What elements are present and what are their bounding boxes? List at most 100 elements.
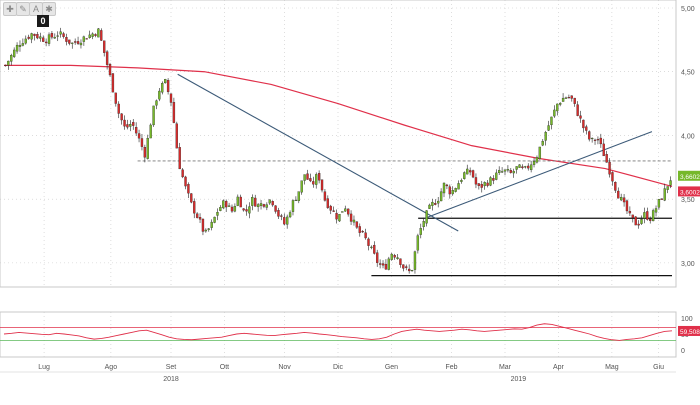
candle-body[interactable] xyxy=(213,216,216,223)
candle-body[interactable] xyxy=(149,124,152,139)
pen-icon[interactable]: ✎ xyxy=(16,2,30,16)
candle-body[interactable] xyxy=(628,211,632,214)
candle-body[interactable] xyxy=(187,184,190,194)
candle-body[interactable] xyxy=(376,252,379,263)
candle-body[interactable] xyxy=(4,64,7,67)
candle-body[interactable] xyxy=(256,204,260,208)
candle-body[interactable] xyxy=(428,204,431,209)
candle-body[interactable] xyxy=(367,238,370,246)
candle-body[interactable] xyxy=(486,182,489,186)
candle-body[interactable] xyxy=(544,132,547,141)
candle-body[interactable] xyxy=(195,213,199,218)
candle-body[interactable] xyxy=(132,122,135,126)
candle-body[interactable] xyxy=(335,213,338,220)
candle-body[interactable] xyxy=(361,231,364,233)
candle-body[interactable] xyxy=(637,223,640,226)
candle-body[interactable] xyxy=(152,105,155,126)
candle-body[interactable] xyxy=(236,196,239,206)
candle-body[interactable] xyxy=(570,95,573,99)
candle-body[interactable] xyxy=(100,30,103,41)
candle-body[interactable] xyxy=(143,147,147,158)
candle-body[interactable] xyxy=(381,263,385,266)
candle-body[interactable] xyxy=(123,119,126,127)
candle-body[interactable] xyxy=(193,201,196,214)
candle-body[interactable] xyxy=(10,55,13,62)
candle-body[interactable] xyxy=(471,170,475,178)
candle-body[interactable] xyxy=(271,200,274,206)
text-icon[interactable]: A xyxy=(29,2,43,16)
candle-body[interactable] xyxy=(442,182,446,194)
candle-body[interactable] xyxy=(53,36,56,39)
candle-body[interactable] xyxy=(21,43,25,46)
candle-body[interactable] xyxy=(521,166,524,169)
candle-body[interactable] xyxy=(172,102,176,123)
candle-body[interactable] xyxy=(422,221,425,228)
crosshair-icon[interactable]: ✚ xyxy=(3,2,17,16)
candle-body[interactable] xyxy=(210,221,213,228)
candle-body[interactable] xyxy=(390,253,393,260)
candle-body[interactable] xyxy=(73,41,77,43)
candle-body[interactable] xyxy=(625,200,629,212)
candle-body[interactable] xyxy=(445,184,449,187)
candle-body[interactable] xyxy=(468,170,472,173)
candle-body[interactable] xyxy=(219,207,222,211)
trendline[interactable] xyxy=(424,131,653,219)
candle-body[interactable] xyxy=(596,139,600,141)
candle-body[interactable] xyxy=(576,104,579,116)
candle-body[interactable] xyxy=(103,40,106,53)
candle-body[interactable] xyxy=(30,33,33,40)
candle-body[interactable] xyxy=(518,164,521,168)
candle-body[interactable] xyxy=(137,133,141,139)
candle-body[interactable] xyxy=(288,212,292,218)
candle-body[interactable] xyxy=(399,258,402,265)
candle-body[interactable] xyxy=(254,197,257,207)
candle-body[interactable] xyxy=(431,201,434,206)
candle-body[interactable] xyxy=(303,174,306,181)
candle-body[interactable] xyxy=(47,34,51,44)
candle-body[interactable] xyxy=(207,228,210,230)
candle-body[interactable] xyxy=(567,97,571,99)
candle-body[interactable] xyxy=(239,196,242,208)
candle-body[interactable] xyxy=(480,183,483,188)
candle-body[interactable] xyxy=(230,206,234,212)
candle-body[interactable] xyxy=(242,208,245,211)
candle-body[interactable] xyxy=(346,208,350,215)
candle-body[interactable] xyxy=(378,263,382,265)
candle-body[interactable] xyxy=(547,125,550,131)
candle-body[interactable] xyxy=(439,191,443,202)
candle-body[interactable] xyxy=(370,246,373,248)
candle-body[interactable] xyxy=(532,161,536,165)
candle-body[interactable] xyxy=(466,168,469,175)
candle-body[interactable] xyxy=(407,268,411,272)
candle-body[interactable] xyxy=(169,93,173,103)
candle-body[interactable] xyxy=(245,209,248,212)
candle-body[interactable] xyxy=(306,173,309,180)
candle-body[interactable] xyxy=(294,199,298,202)
candle-body[interactable] xyxy=(396,257,399,260)
candle-body[interactable] xyxy=(155,100,158,106)
candle-body[interactable] xyxy=(553,109,556,117)
candle-body[interactable] xyxy=(643,212,646,219)
candle-body[interactable] xyxy=(646,211,649,220)
candle-body[interactable] xyxy=(338,214,341,222)
candle-body[interactable] xyxy=(326,198,330,208)
candle-body[interactable] xyxy=(573,97,576,104)
candle-body[interactable] xyxy=(94,34,97,36)
candle-body[interactable] xyxy=(559,102,562,105)
candle-body[interactable] xyxy=(506,169,510,171)
candle-body[interactable] xyxy=(631,214,634,218)
candle-body[interactable] xyxy=(556,103,559,112)
candle-body[interactable] xyxy=(454,188,457,192)
candle-body[interactable] xyxy=(535,157,539,163)
candle-body[interactable] xyxy=(91,33,94,37)
candle-body[interactable] xyxy=(120,113,123,121)
candle-body[interactable] xyxy=(222,200,225,209)
candle-body[interactable] xyxy=(198,217,202,220)
candle-body[interactable] xyxy=(509,170,512,173)
candle-body[interactable] xyxy=(373,244,376,254)
candle-body[interactable] xyxy=(178,147,181,170)
candle-body[interactable] xyxy=(419,228,422,235)
candle-body[interactable] xyxy=(434,203,437,205)
candle-body[interactable] xyxy=(483,182,486,187)
candle-body[interactable] xyxy=(68,39,71,44)
